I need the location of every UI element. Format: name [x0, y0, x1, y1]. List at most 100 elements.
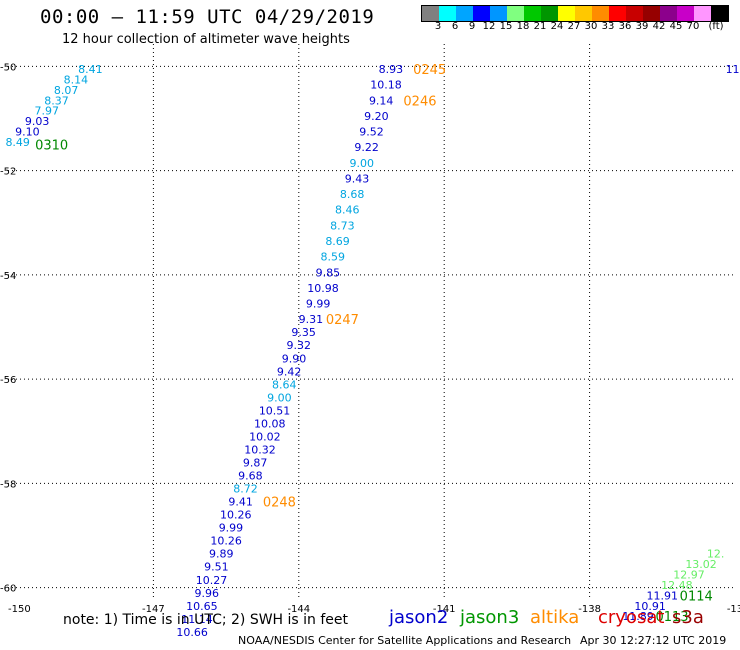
swh-value-label: 7.97	[35, 105, 60, 118]
color-legend-label: 18	[516, 21, 530, 32]
swh-value-label: 11.89	[622, 610, 654, 623]
swh-value-label: 8.37	[44, 94, 69, 107]
y-tick-label: -54	[0, 271, 16, 282]
color-swatch	[558, 6, 575, 21]
color-swatch	[507, 6, 524, 21]
x-tick-label: -138	[578, 604, 601, 615]
swh-value-label: 10.66	[176, 626, 208, 639]
pass-time-label: 0114	[680, 589, 713, 604]
swh-value-label: 10.08	[254, 417, 286, 430]
swh-value-label: 11	[726, 63, 740, 76]
swh-value-label: 9.99	[306, 298, 331, 311]
legend-jason2: jason2	[389, 607, 449, 628]
pass-annotations: 0310 0245 0246 0247 0248 0114 0113	[35, 63, 713, 625]
swh-value-label: 9.89	[209, 548, 234, 561]
swh-value-label: 8.59	[320, 251, 345, 264]
swh-value-label: 9.32	[287, 339, 312, 352]
swh-value-label: 9.42	[277, 365, 302, 378]
color-swatch	[626, 6, 643, 21]
swh-value-label: 9.00	[350, 157, 375, 170]
swh-value-label: 10.65	[186, 600, 218, 613]
swh-value-label: 8.64	[272, 378, 297, 391]
color-legend-label: 70	[686, 21, 700, 32]
swh-value-label: 9.00	[267, 391, 292, 404]
swh-value-label: 8.73	[330, 219, 355, 232]
color-legend-label: 15	[499, 21, 513, 32]
color-swatch	[660, 6, 677, 21]
swh-value-label: 9.22	[354, 141, 379, 154]
pass-time-label: 0245	[413, 63, 446, 78]
swh-value-label: 8.68	[340, 188, 365, 201]
legend-jason3: jason3	[460, 607, 520, 628]
color-legend-label: 33	[601, 21, 615, 32]
y-tick-label: -58	[0, 479, 16, 490]
swh-value-label: 9.31	[299, 313, 324, 326]
color-swatch	[473, 6, 490, 21]
swh-value-label: 8.14	[64, 73, 89, 86]
chart-subtitle: 12 hour collection of altimeter wave hei…	[62, 32, 350, 47]
swh-value-label: 10.26	[220, 509, 252, 522]
plot-grid	[8, 44, 735, 598]
color-swatch	[490, 6, 507, 21]
swh-value-label: 10.91	[634, 600, 666, 613]
swh-value-label: 9.52	[359, 126, 384, 139]
swh-value-label: 9.03	[25, 115, 50, 128]
y-tick-label: -56	[0, 375, 16, 386]
swh-value-label: 8.46	[335, 204, 360, 217]
credit-line: NOAA/NESDIS Center for Satellite Applica…	[238, 634, 572, 647]
color-swatch	[524, 6, 541, 21]
x-axis-ticks: -150 -147 -144 -141 -138 -13	[8, 604, 740, 615]
swh-value-label: 9.35	[291, 326, 316, 339]
data-points: 8.418.148.078.377.979.039.108.49 8.93 10.1…	[5, 63, 739, 639]
pass-time-label: 0247	[326, 313, 359, 328]
x-tick-label: -141	[433, 604, 456, 615]
legend-s3a: s3a	[672, 607, 704, 628]
color-legend-bar	[421, 5, 729, 22]
chart-title: 00:00 – 11:59 UTC 04/29/2019	[40, 6, 375, 28]
generation-timestamp: Apr 30 12:27:12 UTC 2019	[580, 634, 727, 647]
color-legend-label: 39	[635, 21, 649, 32]
swh-value-label: 10.02	[249, 430, 281, 443]
color-swatch	[575, 6, 592, 21]
swh-value-label: 9.43	[345, 172, 370, 185]
swh-value-label: 10.98	[307, 282, 339, 295]
color-legend-label: (ft)	[708, 21, 724, 32]
color-legend-label: 45	[669, 21, 683, 32]
color-legend-labels: 3 6 9 12 15 18 21 24 27 30 33 36 39 42 45 70 (ft)	[421, 21, 740, 35]
swh-value-label: 9.51	[204, 561, 229, 574]
swh-value-label: 9.68	[238, 470, 263, 483]
units-note: note: 1) Time is in UTC; 2) SWH is in fe…	[63, 612, 349, 628]
color-swatch	[541, 6, 558, 21]
swh-value-label: 12.	[707, 548, 725, 561]
color-swatch	[643, 6, 660, 21]
y-axis-ticks: -50 -52 -54 -56 -58 -60	[0, 62, 16, 594]
swh-value-label: 8.49	[5, 136, 30, 149]
swh-value-label: 12.97	[673, 569, 705, 582]
pass-time-label: 0246	[403, 94, 436, 109]
color-swatch	[592, 6, 609, 21]
swh-value-label: 9.90	[282, 352, 307, 365]
color-swatch	[711, 6, 728, 21]
color-swatch	[422, 6, 439, 21]
legend-altika: altika	[530, 607, 580, 628]
swh-value-label: 10.51	[259, 404, 291, 417]
swh-value-label: 9.99	[219, 522, 244, 535]
swh-value-label: 8.93	[379, 63, 404, 76]
swh-value-label: 9.87	[243, 457, 268, 470]
color-swatch	[439, 6, 456, 21]
swh-value-label: 9.41	[228, 496, 253, 509]
color-legend-label: 3	[434, 21, 442, 32]
pass-time-label: 0113	[655, 610, 688, 625]
x-tick-label: -144	[287, 604, 310, 615]
swh-value-label: 9.85	[316, 266, 341, 279]
color-legend-label: 12	[482, 21, 496, 32]
pass-time-label: 0248	[263, 496, 296, 511]
swh-value-label: 10.32	[244, 443, 276, 456]
swh-value-label: 10.27	[196, 574, 228, 587]
swh-value-label: 8.41	[78, 63, 103, 76]
swh-value-label: 8.69	[325, 235, 350, 248]
y-tick-label: -50	[0, 62, 16, 73]
swh-value-label: 9.20	[364, 110, 389, 123]
color-legend-label: 30	[584, 21, 598, 32]
